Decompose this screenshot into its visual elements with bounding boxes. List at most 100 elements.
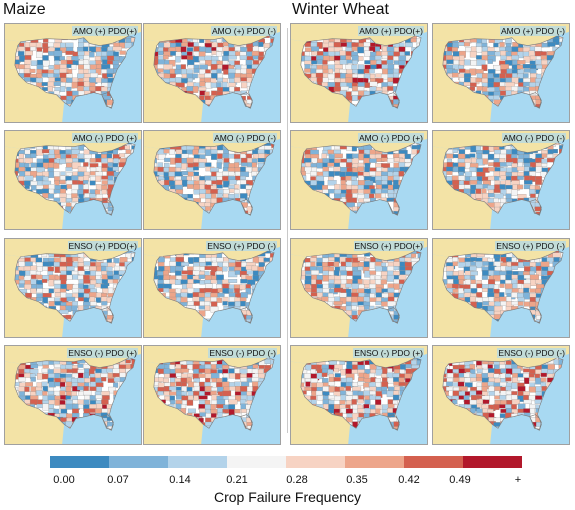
county-cell [223, 426, 233, 431]
county-cell [65, 395, 71, 400]
county-cell [541, 163, 548, 167]
county-cell [333, 166, 341, 172]
county-cell [199, 59, 206, 65]
county-cell [222, 175, 229, 181]
county-cell [113, 86, 121, 93]
county-cell [205, 206, 212, 211]
county-cell [334, 171, 341, 176]
panel-label: AMO (+) PDO (-) [500, 26, 566, 36]
us-county-map [291, 131, 427, 229]
county-cell [71, 318, 81, 324]
county-cell [89, 417, 97, 425]
county-cell [270, 323, 275, 324]
county-cell [264, 391, 274, 396]
county-cell [376, 324, 384, 328]
county-cell [118, 104, 124, 109]
county-cell [101, 180, 108, 185]
county-cell [247, 279, 256, 286]
county-cell [24, 59, 31, 65]
county-cell [124, 202, 130, 209]
county-cell [270, 171, 275, 177]
county-cell [269, 166, 275, 173]
county-cell [217, 109, 223, 115]
county-cell [263, 81, 269, 89]
us-outline [300, 250, 422, 324]
county-cell [269, 390, 275, 395]
county-cell [119, 86, 125, 92]
county-cell [253, 109, 262, 114]
county-cell [252, 41, 259, 47]
county-cell [101, 274, 108, 280]
county-cell [59, 158, 66, 164]
county-cell [124, 279, 130, 286]
county-cell [131, 193, 136, 200]
county-cell [210, 206, 217, 213]
county-cell [175, 266, 184, 271]
county-cell [131, 47, 136, 54]
county-cell [476, 55, 482, 60]
county-cell [125, 64, 135, 69]
county-cell [240, 324, 248, 329]
county-cell [59, 56, 65, 61]
county-cell [505, 210, 515, 216]
county-cell [124, 302, 132, 308]
county-cell [264, 145, 272, 150]
county-cell [410, 211, 417, 216]
county-cell [416, 189, 422, 196]
county-cell [310, 270, 320, 276]
county-cell [505, 99, 516, 106]
county-cell [125, 193, 131, 201]
county-cell [530, 109, 539, 115]
county-cell [559, 157, 564, 163]
county-cell [107, 55, 115, 61]
county-cell [340, 42, 348, 47]
county-cell [410, 305, 419, 313]
county-cell [89, 211, 98, 216]
county-cell [119, 99, 126, 106]
county-cell [399, 297, 407, 302]
county-cell [241, 408, 247, 413]
county-cell [175, 381, 182, 387]
county-cell [352, 324, 358, 330]
county-cell [547, 275, 556, 281]
county-cell [417, 73, 422, 80]
county-cell [252, 99, 260, 105]
county-cell [387, 288, 395, 294]
county-cell [405, 314, 414, 319]
county-cell [125, 417, 131, 423]
county-cell [552, 288, 559, 294]
county-cell [311, 279, 317, 285]
county-cell [101, 390, 110, 396]
county-cell [558, 211, 564, 216]
county-cell [405, 68, 414, 74]
county-cell [352, 60, 358, 65]
county-cell [534, 279, 542, 284]
county-cell [119, 197, 128, 202]
county-cell [304, 51, 310, 57]
county-cell [130, 202, 136, 210]
county-cell [411, 314, 418, 322]
county-cell [541, 158, 548, 164]
county-cell [417, 323, 422, 329]
panel-label: ENSO (-) PDO (-) [208, 348, 277, 358]
county-cell [530, 216, 538, 220]
county-cell [164, 162, 170, 168]
county-cell [246, 431, 254, 437]
county-cell [119, 417, 126, 422]
county-cell [488, 193, 495, 198]
county-cell [328, 381, 336, 386]
county-cell [363, 198, 371, 202]
county-cell [269, 275, 275, 281]
county-cell [84, 310, 93, 318]
county-cell [258, 417, 266, 422]
county-cell [470, 189, 476, 195]
county-cell [257, 87, 264, 92]
county-cell [540, 319, 549, 324]
county-cell [398, 315, 409, 322]
county-cell [252, 364, 259, 369]
county-cell [357, 314, 364, 322]
county-cell [30, 288, 37, 294]
county-cell [263, 180, 271, 187]
county-cell [258, 202, 266, 209]
county-cell [558, 185, 564, 192]
